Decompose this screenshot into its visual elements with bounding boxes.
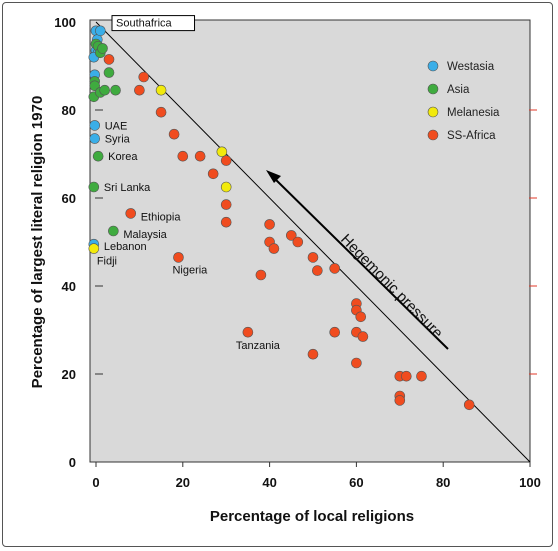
point-ss-africa [329, 326, 341, 338]
point-labels: Southafrica UAE Syria Korea Sri Lanka Ethiopi… [97, 15, 281, 352]
point-melanesia [216, 146, 228, 158]
legend-marker-melanesia [427, 106, 439, 118]
label-southafrica: Southafrica [116, 18, 173, 30]
y-tick-label: 60 [62, 191, 76, 206]
y-axis-ticks: 0 20 40 60 80 100 [54, 15, 103, 470]
point-asia [99, 84, 110, 96]
point-ss-africa [134, 84, 145, 96]
label-uae: UAE [105, 120, 128, 132]
y-axis-title: Percentage of largest literal religion 1… [29, 96, 46, 389]
hegemonic-pressure-arrow [271, 175, 449, 350]
point-ss-africa [307, 348, 319, 360]
legend: Westasia Asia Melanesia SS-Africa [427, 60, 500, 142]
point-ss-africa [312, 265, 323, 276]
point-ss-africa [307, 252, 319, 263]
point-ss-africa [351, 357, 362, 369]
point-westasia [95, 25, 106, 37]
label-ethiopia: Ethiopia [141, 211, 182, 223]
point-ss-africa [207, 168, 219, 180]
point-ss-africa [173, 252, 184, 263]
point-ss-africa [155, 106, 167, 118]
y-tick-label: 20 [62, 367, 76, 382]
x-tick-label: 40 [262, 475, 276, 490]
point-ss-africa [416, 370, 427, 382]
point-ss-africa [285, 230, 297, 241]
point-asia [108, 225, 119, 237]
point-ss-africa [168, 128, 180, 140]
y-tick-label: 80 [62, 103, 76, 118]
point-ss-africa [103, 54, 115, 65]
point-asia [103, 67, 115, 78]
point-ss-africa [463, 399, 475, 411]
point-ss-africa [125, 208, 137, 219]
data-points [88, 25, 475, 411]
legend-marker-westasia [427, 60, 439, 72]
legend-marker-asia [427, 83, 439, 95]
x-tick-label: 100 [519, 475, 541, 490]
point-ss-africa [220, 155, 232, 166]
point-westasia [89, 120, 100, 131]
y-tick-label: 40 [62, 279, 76, 294]
point-melanesia [220, 181, 232, 193]
x-axis-title: Percentage of local religions [210, 508, 414, 525]
x-tick-label: 0 [92, 475, 99, 490]
point-melanesia [155, 84, 167, 96]
label-nigeria: Nigeria [172, 264, 208, 276]
point-ss-africa [264, 219, 275, 230]
label-lebanon: Lebanon [104, 241, 147, 253]
point-asia [110, 84, 121, 96]
reference-diagonal-line [95, 21, 531, 463]
point-ss-africa [268, 243, 280, 254]
legend-label-melanesia: Melanesia [447, 107, 500, 119]
point-ss-africa [292, 236, 304, 248]
arrow-head-icon [266, 170, 281, 183]
point-asia [97, 43, 108, 54]
label-syria: Syria [105, 134, 131, 146]
point-ss-africa [401, 370, 412, 382]
label-fidji: Fidji [97, 256, 117, 268]
point-ss-africa [194, 150, 206, 162]
reference-line-layer [95, 21, 531, 463]
point-ss-africa [394, 395, 406, 406]
legend-label-ss-africa: SS-Africa [447, 130, 496, 142]
point-melanesia [88, 243, 100, 254]
point-ss-africa [138, 71, 150, 83]
point-ss-africa [355, 311, 367, 323]
point-ss-africa [220, 216, 232, 228]
legend-marker-ss-africa [427, 129, 439, 141]
point-ss-africa [242, 326, 254, 338]
legend-label-asia: Asia [447, 84, 470, 96]
x-tick-label: 80 [436, 475, 450, 490]
right-tick-marks [529, 109, 537, 375]
x-tick-label: 20 [176, 475, 190, 490]
label-malaysia: Malaysia [123, 229, 167, 241]
y-tick-label: 0 [69, 455, 76, 470]
label-tanzania: Tanzania [236, 340, 281, 352]
x-axis-ticks: 0 20 40 60 80 100 [92, 462, 541, 490]
label-korea: Korea [108, 151, 138, 163]
label-sri-lanka: Sri Lanka [104, 182, 151, 194]
point-ss-africa [357, 331, 369, 342]
point-asia [92, 150, 104, 162]
x-tick-label: 60 [349, 475, 363, 490]
point-ss-africa [329, 263, 341, 274]
legend-label-westasia: Westasia [447, 61, 495, 73]
point-westasia [89, 133, 100, 144]
point-asia [88, 181, 100, 193]
point-ss-africa [255, 269, 267, 281]
point-ss-africa [177, 150, 189, 162]
point-ss-africa [220, 199, 232, 210]
y-tick-label: 100 [54, 15, 76, 30]
label-southafrica-box [111, 15, 196, 32]
